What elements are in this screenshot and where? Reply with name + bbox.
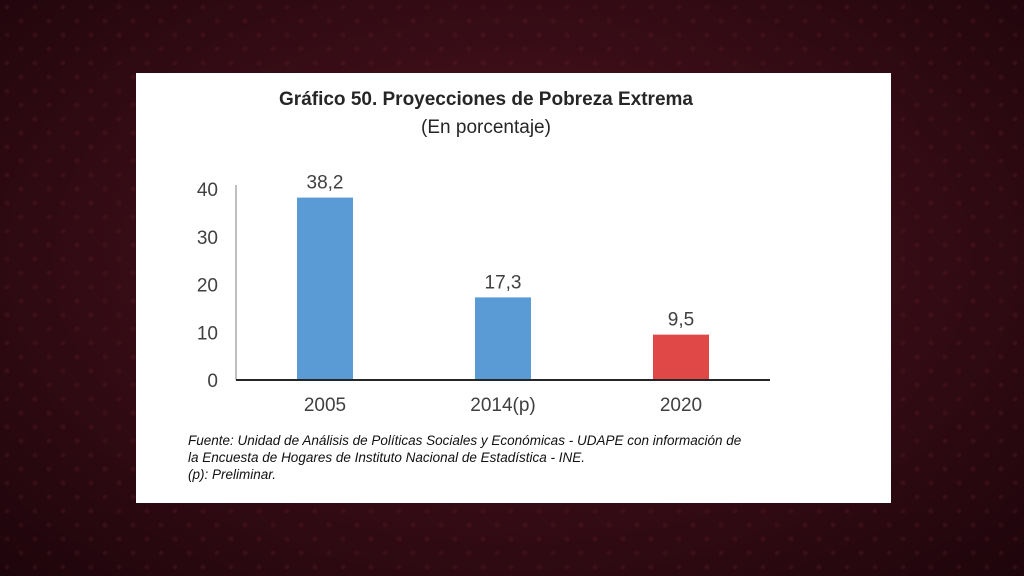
y-tick-label: 0 [207, 371, 218, 392]
footnote-line-3: (p): Preliminar. [188, 467, 277, 482]
bar-2014(p) [475, 297, 531, 380]
data-label: 38,2 [307, 173, 344, 194]
x-tick-label: 2005 [304, 395, 346, 416]
chart-title: Gráfico 50. Proyecciones de Pobreza Extr… [279, 89, 693, 110]
x-tick-label: 2020 [660, 395, 702, 416]
bar-2020 [653, 334, 709, 380]
y-tick-label: 10 [197, 323, 218, 344]
x-tick-label: 2014(p) [470, 395, 536, 416]
y-tick-label: 40 [197, 180, 218, 201]
footnote-line-1: Fuente: Unidad de Análisis de Políticas … [188, 433, 742, 448]
chart-subtitle: (En porcentaje) [421, 117, 551, 138]
data-label: 9,5 [668, 310, 694, 331]
y-tick-label: 30 [197, 228, 218, 249]
source-footnote: Fuente: Unidad de Análisis de Políticas … [188, 432, 883, 483]
chart-card: Gráfico 50. Proyecciones de Pobreza Extr… [136, 73, 891, 503]
footnote-line-2: la Encuesta de Hogares de Instituto Naci… [188, 450, 585, 465]
bar-chart: 0 10 20 30 40 38,2 2005 17,3 2014(p) 9,5 2020 [197, 173, 770, 416]
bar-2005 [297, 197, 353, 380]
y-tick-label: 20 [197, 276, 218, 297]
data-label: 17,3 [485, 272, 522, 293]
